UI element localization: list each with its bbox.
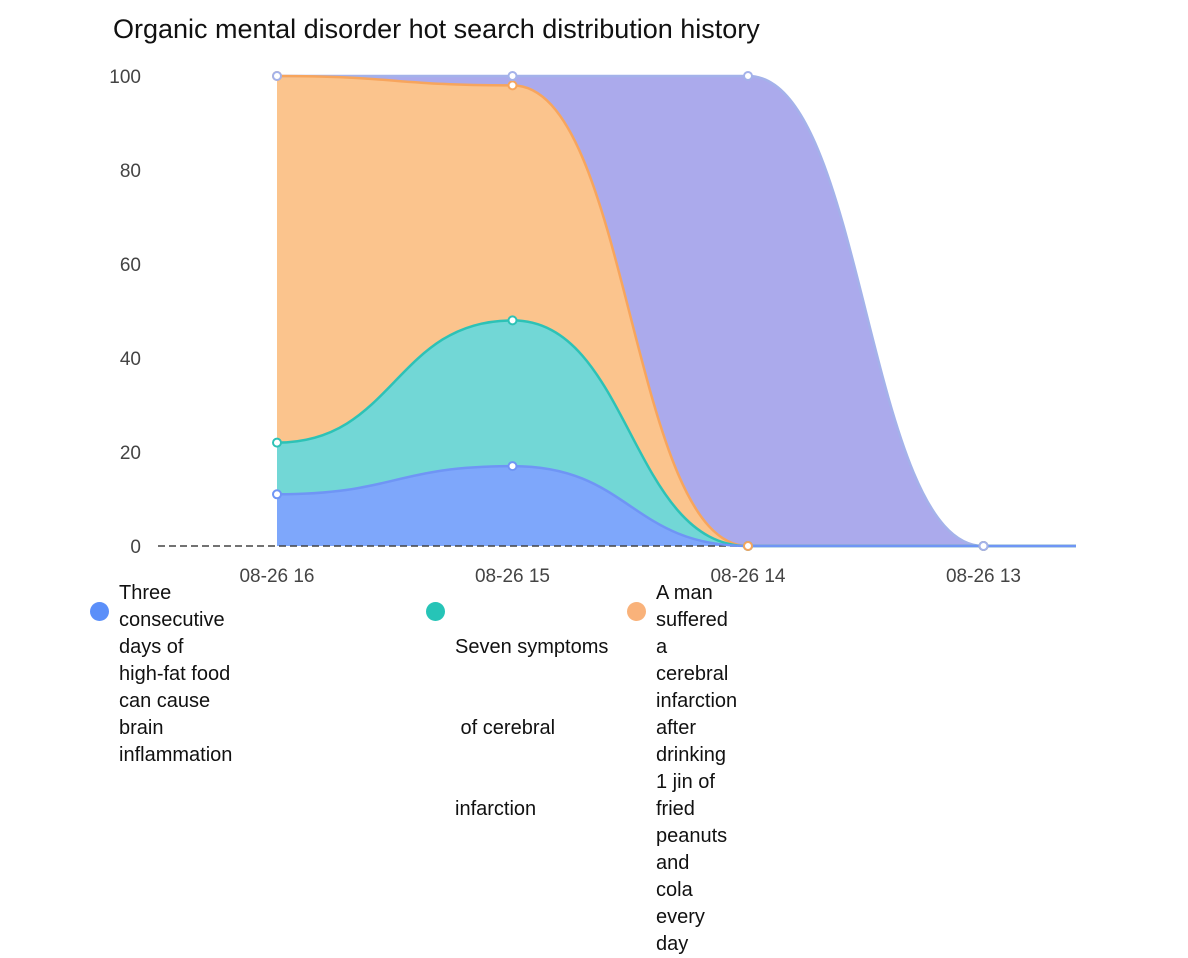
- series-area-0: [277, 466, 1076, 546]
- x-tick-label: 08-26 13: [946, 566, 1021, 587]
- legend-label-line: A man suffered a cerebral infarction: [656, 582, 738, 712]
- legend-label: Three consecutive days of high-fat food …: [119, 580, 232, 769]
- y-tick-label: 40: [120, 349, 141, 370]
- legend-item-peanuts-cola[interactable]: A man suffered a cerebral infarction aft…: [627, 580, 737, 958]
- y-tick-label: 20: [120, 443, 141, 464]
- data-point: [507, 71, 518, 81]
- data-point: [272, 437, 282, 448]
- legend-label-line: high-fat food can cause brain: [119, 663, 231, 739]
- legend-label-line: inflammation: [119, 744, 233, 766]
- y-tick-label: 80: [120, 161, 141, 182]
- y-tick-label: 60: [120, 255, 141, 276]
- data-point: [272, 489, 282, 500]
- legend-marker: [426, 602, 445, 621]
- x-tick-label: 08-26 14: [710, 566, 785, 587]
- data-point: [507, 461, 518, 472]
- area-layer: [277, 76, 1076, 546]
- x-tick-label: 08-26 15: [475, 566, 550, 587]
- legend-label-line: Three consecutive days of: [119, 582, 225, 658]
- data-point: [507, 80, 518, 91]
- legend-item-seven-symptoms[interactable]: Seven symptoms of cerebral infarction: [426, 580, 608, 877]
- legend-label-line: after drinking 1 jin of fried peanuts an…: [656, 717, 728, 874]
- data-point: [743, 541, 753, 551]
- data-point: [978, 541, 989, 551]
- data-point: [507, 315, 518, 326]
- y-tick-label: 0: [130, 537, 141, 558]
- legend-marker: [90, 602, 109, 621]
- legend-marker: [627, 602, 646, 621]
- data-point-layer: [272, 71, 989, 551]
- legend-label-line: of cerebral: [455, 717, 556, 739]
- legend-label: A man suffered a cerebral infarction aft…: [656, 580, 737, 958]
- legend-label: Seven symptoms of cerebral infarction: [455, 580, 608, 877]
- data-point: [272, 71, 282, 81]
- y-tick-label: 100: [109, 67, 141, 88]
- legend-label-line: infarction: [455, 798, 537, 820]
- legend-item-high-fat[interactable]: Three consecutive days of high-fat food …: [90, 580, 232, 769]
- data-point: [743, 71, 753, 81]
- legend-label-line: Seven symptoms: [455, 636, 609, 658]
- legend-label-line: cola every day: [656, 879, 705, 955]
- x-tick-label: 08-26 16: [239, 566, 314, 587]
- chart-title: Organic mental disorder hot search distr…: [113, 14, 760, 44]
- area-chart: 0 20 40 60 80 100 08-26 16 08-26 15 08-26 14 08-2…: [109, 67, 1076, 587]
